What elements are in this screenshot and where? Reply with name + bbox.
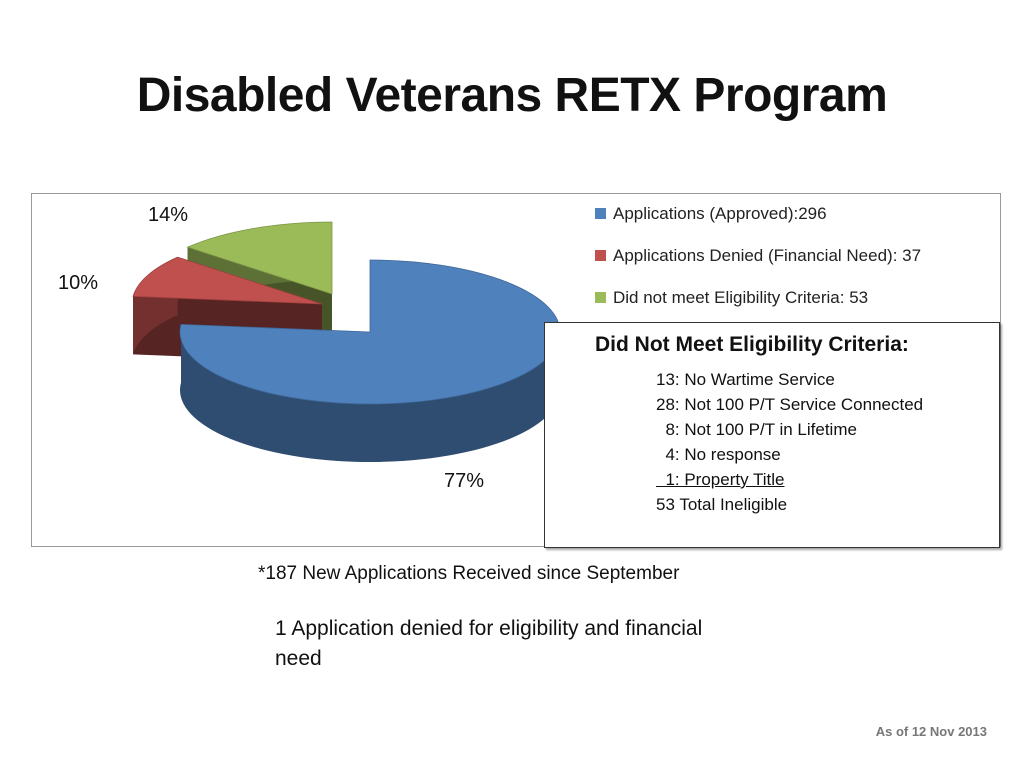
pie-label-approved: 77%	[444, 470, 485, 492]
legend-label-did-not-meet: Did not meet Eligibility Criteria: 53	[613, 287, 869, 307]
slide-title: Disabled Veterans RETX Program	[136, 69, 888, 122]
legend-item-approved: Applications (Approved):296	[595, 203, 921, 224]
criteria-heading: Did Not Meet Eligibility Criteria:	[595, 333, 909, 356]
legend-item-did-not-meet: Did not meet Eligibility Criteria: 53	[595, 287, 921, 308]
legend-item-denied: Applications Denied (Financial Need): 37	[595, 245, 921, 266]
footnote-new-applications: *187 New Applications Received since Sep…	[258, 563, 680, 584]
legend-swatch-did-not-meet	[595, 292, 606, 303]
criteria-item-service-connected: 28: Not 100 P/T Service Connected	[656, 395, 924, 414]
legend-label-denied: Applications Denied (Financial Need): 37	[613, 245, 922, 265]
criteria-item-total: 53 Total Ineligible	[656, 495, 788, 514]
pie-chart	[132, 221, 561, 462]
pie-slice-did-not-meet-top	[186, 221, 333, 295]
criteria-item-property-title: 1: Property Title	[656, 470, 785, 489]
legend-swatch-approved	[595, 208, 606, 219]
pie-label-denied: 10%	[58, 272, 99, 294]
criteria-item-lifetime: 8: Not 100 P/T in Lifetime	[656, 420, 857, 439]
criteria-list: 13: No Wartime Service 28: Not 100 P/T S…	[656, 367, 923, 517]
chart-legend: Applications (Approved):296 Applications…	[595, 203, 921, 329]
criteria-item-no-response: 4: No response	[656, 445, 781, 464]
pie-slice-approved-top	[179, 259, 561, 405]
date-stamp: As of 12 Nov 2013	[875, 724, 987, 739]
legend-swatch-denied	[595, 250, 606, 261]
criteria-item-wartime: 13: No Wartime Service	[656, 370, 835, 389]
pie-label-did-not-meet: 14%	[148, 204, 189, 226]
footnote-denied: 1 Application denied for eligibility and…	[275, 617, 703, 670]
pie-slice-approved	[179, 259, 561, 462]
criteria-box: Did Not Meet Eligibility Criteria: 13: N…	[544, 322, 1000, 548]
legend-label-approved: Applications (Approved):296	[613, 203, 827, 223]
pie-slice-denied-top	[132, 256, 323, 305]
